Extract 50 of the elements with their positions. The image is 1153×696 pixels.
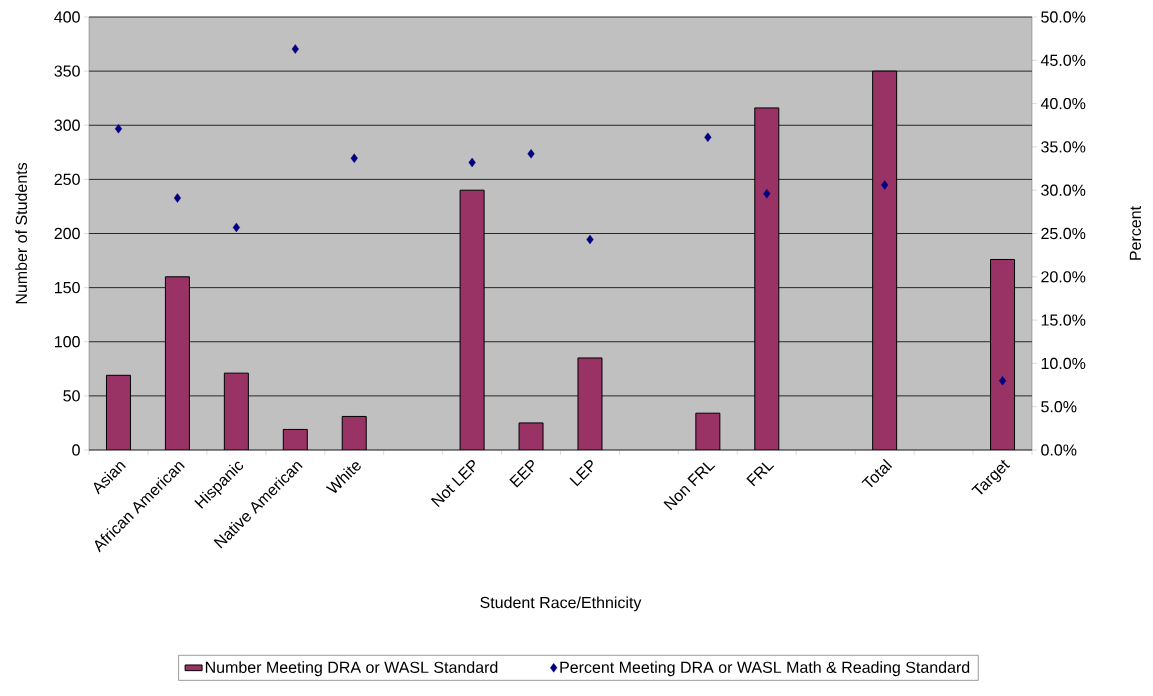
point: [468, 157, 476, 168]
y2-axis-title: Percent: [1129, 206, 1141, 260]
x-axis-title: Student Race/Ethnicity: [480, 596, 642, 612]
x-tick-label: FRL: [746, 462, 775, 487]
y2-tick-label: 15.0%: [1041, 314, 1086, 326]
bar: [164, 276, 190, 450]
point: [998, 376, 1007, 386]
y2-tick-label: 45.0%: [1040, 54, 1086, 66]
y2-tick-label: 20.0%: [1041, 271, 1086, 283]
y-tick-label: 350: [54, 65, 80, 77]
point: [704, 132, 712, 143]
point: [527, 149, 535, 159]
y-tick-label: 50: [63, 390, 80, 402]
x-tick-label: Not LEP: [430, 460, 475, 508]
point: [291, 44, 299, 54]
y-tick-label: 300: [54, 119, 80, 131]
x-tick-label: Non FRL: [663, 462, 716, 511]
bar: [459, 189, 485, 450]
bar: [754, 107, 780, 450]
bar: [223, 372, 249, 450]
y2-tick-label: 25.0%: [1041, 227, 1086, 240]
y-axis-title: Number of Students: [15, 162, 28, 304]
y-tick-label: 400: [54, 11, 80, 23]
point: [114, 124, 123, 134]
legend-label: Percent Meeting DRA or WASL Math & Reading Standard: [560, 661, 970, 677]
y2-tick-label: 50.0%: [1041, 11, 1086, 23]
y-tick-label: 150: [55, 281, 80, 294]
bar: [990, 258, 1016, 450]
bar: [105, 374, 131, 450]
bar: [577, 357, 603, 450]
point: [232, 222, 240, 233]
y2-tick-label: 35.0%: [1041, 141, 1086, 153]
x-tick-label: LEP: [569, 460, 593, 487]
y-tick-label: 0: [72, 444, 80, 456]
y-tick-label: 100: [55, 336, 80, 348]
point: [586, 234, 594, 245]
point: [763, 188, 771, 199]
point: [173, 193, 181, 203]
y2-tick-label: 40.0%: [1040, 97, 1086, 110]
point: [881, 180, 889, 190]
y-tick-label: 250: [54, 173, 80, 186]
bar: [872, 70, 898, 450]
y2-tick-label: 30.0%: [1041, 184, 1086, 196]
y2-tick-label: 0.0%: [1041, 444, 1077, 456]
point: [350, 153, 358, 163]
bar: [341, 415, 367, 450]
legend-label: Number Meeting DRA or WASL Standard: [205, 661, 498, 677]
y2-tick-label: 5.0%: [1041, 401, 1077, 413]
y-tick-label: 200: [54, 227, 80, 240]
y2-tick-label: 10.0%: [1041, 357, 1086, 370]
